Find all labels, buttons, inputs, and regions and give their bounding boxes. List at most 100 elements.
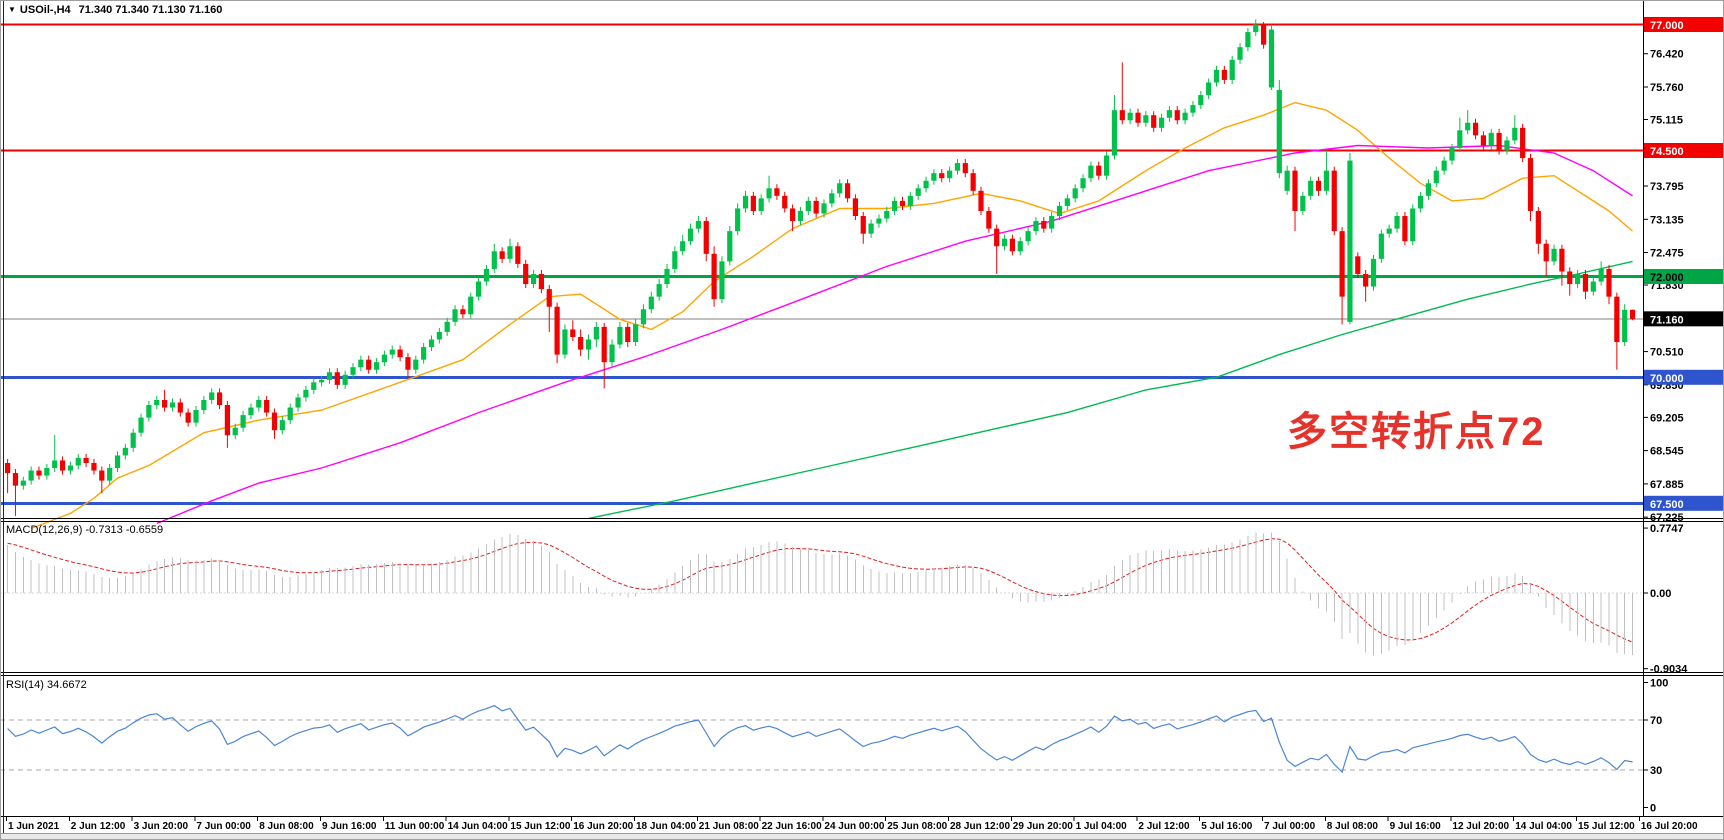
candle	[319, 379, 325, 383]
ohlc-readout: 71.340 71.340 71.130 71.160	[78, 4, 223, 16]
candle	[727, 231, 733, 262]
candle	[1363, 273, 1369, 287]
time-axis[interactable]: 1 Jun 2021 2 Jun 12:00 3 Jun 20:00 7 Jun 00…	[6, 817, 1698, 832]
candle	[224, 405, 230, 436]
price-badge-74.500	[1644, 142, 1723, 158]
candle	[5, 462, 11, 474]
candle	[719, 261, 725, 300]
candle	[1370, 258, 1377, 287]
svg-text:67.500: 67.500	[1650, 499, 1684, 511]
candle	[1213, 69, 1220, 83]
candle	[672, 251, 678, 269]
candle	[1308, 180, 1314, 196]
candle	[1253, 24, 1259, 33]
candle	[436, 331, 442, 340]
candle	[1049, 216, 1055, 229]
candle	[271, 412, 278, 431]
candle	[373, 362, 380, 370]
candle	[1292, 170, 1298, 211]
candle	[750, 195, 756, 211]
svg-text:30: 30	[1650, 765, 1662, 777]
candle	[821, 203, 827, 214]
candle	[162, 399, 168, 408]
candle	[703, 221, 709, 254]
svg-text:0: 0	[1650, 803, 1656, 815]
candle	[1331, 170, 1337, 232]
price-axis[interactable]: 76.42075.76075.11573.79573.13572.47571.8…	[1643, 16, 1723, 815]
rsi-value: 34.6672	[46, 679, 87, 691]
candle	[1166, 110, 1172, 118]
candle	[554, 306, 560, 355]
candle	[91, 462, 97, 471]
chart-title[interactable]: ▼ USOil-,H4 71.340 71.340 71.130 71.160	[8, 4, 222, 16]
time-label: 29 Jun 20:00	[1013, 821, 1073, 832]
svg-text:68.545: 68.545	[1650, 446, 1684, 458]
candle	[1237, 47, 1243, 60]
candle	[1472, 122, 1479, 136]
candle	[1567, 271, 1573, 285]
candle	[774, 188, 780, 196]
candle	[978, 190, 984, 211]
svg-text:100: 100	[1650, 678, 1668, 690]
symbol-dropdown-icon[interactable]: ▼	[8, 5, 16, 14]
candle	[837, 183, 843, 194]
candle	[1268, 29, 1275, 88]
candle	[915, 188, 921, 196]
price-level-lines	[0, 23, 1643, 505]
candle	[350, 367, 356, 375]
time-label: 7 Jul 00:00	[1264, 821, 1316, 832]
candle	[625, 326, 631, 343]
time-label: 9 Jul 16:00	[1390, 821, 1442, 832]
svg-text:74.500: 74.500	[1650, 146, 1684, 158]
candle	[1323, 170, 1329, 191]
time-label: 21 Jun 08:00	[699, 821, 759, 832]
candle	[892, 200, 898, 211]
candle	[538, 273, 544, 290]
candle	[130, 432, 136, 448]
candle	[1056, 205, 1063, 217]
time-label: 14 Jul 04:00	[1515, 821, 1572, 832]
candle	[169, 402, 176, 408]
macd-indicator-label: MACD(12,26,9) -0.7313 -0.6559	[6, 524, 163, 536]
candle	[813, 200, 819, 214]
candle	[1088, 165, 1094, 179]
candle	[1001, 238, 1008, 247]
candle	[1198, 95, 1204, 106]
candle	[1622, 309, 1628, 343]
candle	[805, 200, 811, 211]
candle	[1041, 221, 1047, 229]
candle	[334, 372, 340, 385]
candle	[421, 347, 427, 360]
candle	[389, 349, 395, 355]
candle	[1504, 140, 1510, 151]
candle	[483, 268, 490, 282]
candle	[452, 309, 458, 322]
candle	[1551, 248, 1557, 262]
candle	[1025, 231, 1031, 242]
macd-signal-line	[7, 538, 1633, 643]
candle	[1480, 135, 1486, 146]
candle	[1590, 281, 1596, 292]
time-label: 14 Jun 04:00	[448, 821, 508, 832]
candle	[986, 210, 992, 229]
candle	[303, 389, 309, 398]
svg-text:-0.9034: -0.9034	[1650, 664, 1688, 676]
candle	[852, 198, 858, 217]
candle	[209, 392, 215, 400]
symbol-timeframe-label: USOil-,H4	[19, 4, 71, 16]
candle	[1598, 268, 1604, 282]
candle	[311, 382, 317, 390]
candle	[1300, 195, 1306, 211]
candle	[1488, 132, 1494, 146]
candle	[546, 289, 552, 307]
candle	[1457, 130, 1463, 148]
candle	[844, 183, 851, 199]
candle	[248, 407, 254, 416]
candle	[570, 329, 576, 337]
candle	[1284, 170, 1290, 191]
candle	[947, 170, 953, 179]
candle	[59, 460, 66, 471]
